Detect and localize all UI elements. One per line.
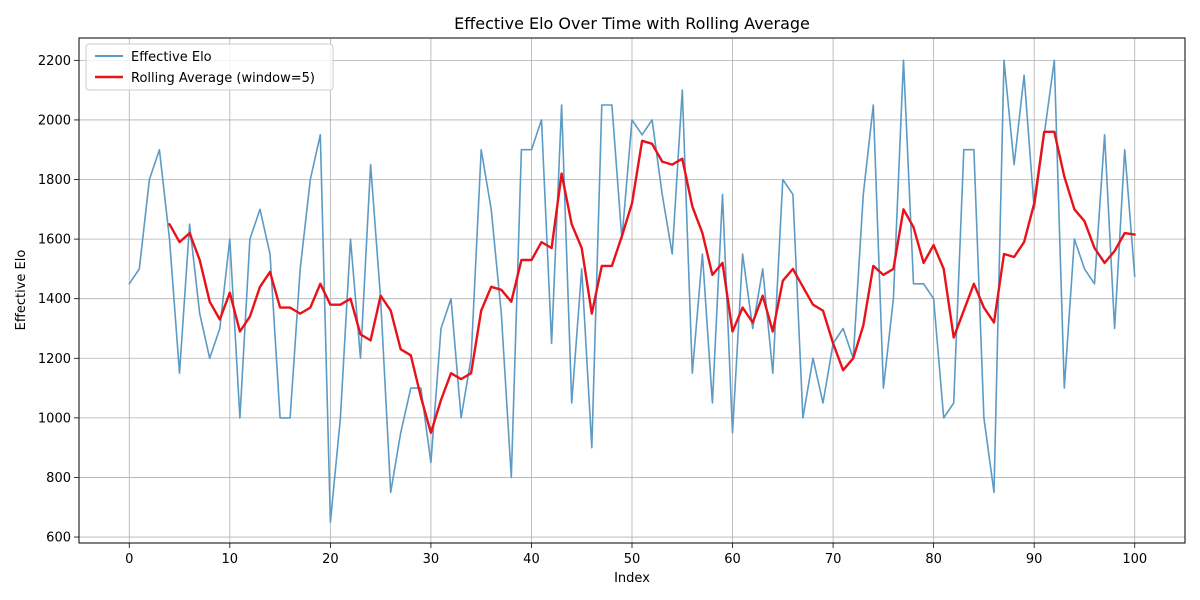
y-tick-label: 2000 — [38, 113, 71, 128]
legend-label-rolling-average: Rolling Average (window=5) — [131, 71, 315, 86]
y-tick-label: 600 — [46, 531, 71, 546]
y-tick-label: 1600 — [38, 233, 71, 248]
legend-label-effective-elo: Effective Elo — [131, 50, 212, 65]
series-line-effective-elo — [128, 59, 1136, 523]
x-tick-label: 100 — [1122, 552, 1147, 567]
x-tick-label: 20 — [322, 552, 339, 567]
y-tick-label: 800 — [46, 471, 71, 486]
x-axis-ticks: 0 10 20 30 40 50 60 70 80 90 100 — [125, 543, 1147, 567]
y-axis-label: Effective Elo — [14, 250, 29, 331]
x-axis-label: Index — [614, 571, 650, 586]
x-tick-label: 0 — [125, 552, 133, 567]
y-tick-label: 1000 — [38, 411, 71, 426]
x-tick-label: 40 — [523, 552, 540, 567]
y-tick-label: 1800 — [38, 173, 71, 188]
y-tick-label: 1400 — [38, 292, 71, 307]
legend: Effective Elo Rolling Average (window=5) — [85, 43, 334, 91]
y-tick-label: 2200 — [38, 54, 71, 69]
x-tick-label: 80 — [925, 552, 942, 567]
x-tick-label: 90 — [1026, 552, 1043, 567]
x-tick-label: 70 — [825, 552, 842, 567]
y-tick-label: 1200 — [38, 352, 71, 367]
chart-title: Effective Elo Over Time with Rolling Ave… — [454, 14, 810, 33]
x-tick-label: 10 — [222, 552, 239, 567]
series-line-rolling-average — [168, 130, 1136, 434]
x-tick-label: 30 — [423, 552, 440, 567]
x-tick-label: 60 — [724, 552, 741, 567]
legend-box — [85, 43, 334, 91]
y-axis-ticks: 600 800 1000 1200 1400 1600 1800 2000 2200 — [38, 54, 79, 546]
x-tick-label: 50 — [624, 552, 641, 567]
series-group — [128, 59, 1136, 523]
